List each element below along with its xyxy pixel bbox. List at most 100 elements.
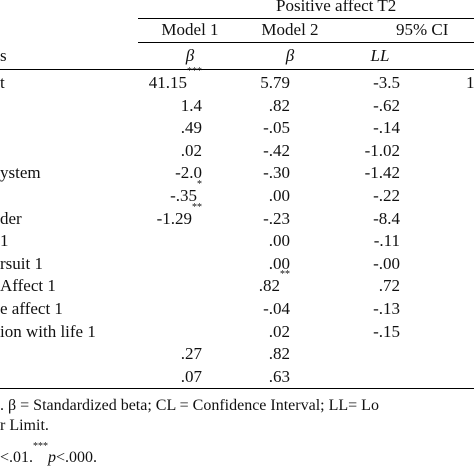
cell-model-1-beta-value: .27 <box>180 344 202 363</box>
row-label-value: ystem <box>0 163 41 182</box>
cell-ll: -.62 <box>340 96 400 116</box>
cell-model-1-beta-value: .02 <box>180 141 202 160</box>
subheader-label-fragment: s <box>0 46 7 65</box>
cell-model-1-beta: .02 <box>140 141 202 161</box>
cell-model-2-beta-value: .00 <box>268 231 290 250</box>
note-significance-marker: *** <box>33 440 49 452</box>
table-note-line-3: <.01.***p<.000. <box>0 441 98 468</box>
cell-ul: 1 <box>466 73 474 93</box>
cell-model-2-beta-value: .00 <box>268 254 290 273</box>
cell-model-1-beta-value: 1.4 <box>180 96 202 115</box>
cell-model-2-beta: .63 <box>240 367 290 387</box>
cell-model-1-beta: 1.4 <box>140 96 202 116</box>
row-label: t <box>0 73 5 93</box>
cell-ll-value: -.62 <box>373 96 400 115</box>
cell-ll: -.00 <box>340 254 400 274</box>
row-label-value: e affect 1 <box>0 299 63 318</box>
subheader-beta-model-1: β <box>185 46 195 65</box>
cell-model-1-beta: .49 <box>140 118 202 138</box>
subheader-rule <box>0 69 474 70</box>
row-label: der <box>0 209 22 229</box>
cell-ll: -1.02 <box>340 141 400 161</box>
cell-ll-value: -.14 <box>373 118 400 137</box>
cell-model-2-beta: .82** <box>240 270 290 296</box>
cell-model-2-beta-value: .00 <box>268 186 290 205</box>
cell-model-1-beta-value: .07 <box>180 367 202 386</box>
cell-ll: -3.5 <box>340 73 400 93</box>
cell-model-1-beta: .07 <box>140 367 202 387</box>
cell-model-2-beta: -.05 <box>240 118 290 138</box>
cell-model-1-beta-value: -1.29 <box>156 209 192 228</box>
cell-model-2-beta-value: -.30 <box>263 163 290 182</box>
cell-ll-value: -.11 <box>373 231 400 250</box>
cell-ll-value: -1.42 <box>364 163 400 182</box>
cell-model-1-beta: 41.15*** <box>140 67 202 93</box>
cell-model-1-beta-value: -.35 <box>170 186 197 205</box>
note-p-symbol: p <box>48 449 57 466</box>
row-label-value: t <box>0 73 5 92</box>
row-label-value: rsuit 1 <box>0 254 43 273</box>
cell-model-2-beta: .82 <box>240 96 290 116</box>
cell-model-2-beta: -.04 <box>240 299 290 319</box>
header-group-label: Positive affect T2 <box>276 0 397 15</box>
subheader-beta-model-2: β <box>285 46 295 65</box>
column-header-model-1: Model 1 <box>161 20 219 39</box>
row-label-value: 1 <box>0 231 9 250</box>
cell-model-2-beta-value: .82 <box>268 96 290 115</box>
cell-ll: -.11 <box>340 231 400 251</box>
cell-model-2-beta-value: .02 <box>268 322 290 341</box>
column-header-95-ci: 95% CI <box>396 20 449 39</box>
table-note-line-2: r Limit. <box>0 417 49 434</box>
row-label: ion with life 1 <box>0 322 96 342</box>
cell-model-2-beta: -.23 <box>240 209 290 229</box>
table-bottom-rule <box>0 388 474 389</box>
cell-ll-value: -8.4 <box>373 209 400 228</box>
row-label: e affect 1 <box>0 299 63 319</box>
cell-model-2-beta: .00 <box>240 254 290 274</box>
cell-model-1-beta: -1.29** <box>140 203 202 229</box>
row-label-value: ion with life 1 <box>0 322 96 341</box>
row-label: Affect 1 <box>0 276 56 296</box>
cell-model-2-beta-value: -.05 <box>263 118 290 137</box>
column-header-model-2: Model 2 <box>261 20 319 39</box>
cell-model-2-beta-value: 5.79 <box>260 73 290 92</box>
cell-model-2-beta-value: -.23 <box>263 209 290 228</box>
note-p-threshold-2: <.000. <box>56 449 98 466</box>
cell-ll-value: -.15 <box>373 322 400 341</box>
cell-model-2-beta: .00 <box>240 186 290 206</box>
row-label-value: der <box>0 209 22 228</box>
cell-ll: -.15 <box>340 322 400 342</box>
cell-model-2-beta-value: -.04 <box>263 299 290 318</box>
subheader-ll: LL <box>370 46 390 65</box>
cell-model-2-beta-value: .82 <box>258 276 280 295</box>
cell-model-1-beta-value: -2.0 <box>175 163 202 182</box>
cell-ul-value: 1 <box>466 73 474 92</box>
cell-model-2-beta: 5.79 <box>240 73 290 93</box>
cell-ll: -.14 <box>340 118 400 138</box>
cell-ll-value: -3.5 <box>373 73 400 92</box>
row-label: 1 <box>0 231 9 251</box>
cell-model-2-beta: .00 <box>240 231 290 251</box>
significance-marker: *** <box>187 66 202 78</box>
cell-ll: .72 <box>340 276 400 296</box>
cell-ll-value: -1.02 <box>364 141 400 160</box>
cell-model-2-beta: -.30 <box>240 163 290 183</box>
header-group-rule <box>138 18 474 19</box>
significance-marker: ** <box>192 202 202 214</box>
table-note-line-1: . β = Standardized beta; CL = Confidence… <box>0 397 379 414</box>
cell-ll-value: -.13 <box>373 299 400 318</box>
row-label: ystem <box>0 163 41 183</box>
row-label-value: Affect 1 <box>0 276 56 295</box>
note-p-threshold-1: <.01. <box>0 449 34 466</box>
cell-model-2-beta: .82 <box>240 344 290 364</box>
cell-model-1-beta: -2.0 <box>140 163 202 183</box>
cell-ll-value: -.00 <box>373 254 400 273</box>
cell-model-2-beta: -.42 <box>240 141 290 161</box>
cell-model-1-beta: .27 <box>140 344 202 364</box>
cell-model-2-beta: .02 <box>240 322 290 342</box>
cell-model-1-beta: -.35* <box>140 180 202 206</box>
cell-ll: -8.4 <box>340 209 400 229</box>
cell-model-2-beta-value: .82 <box>268 344 290 363</box>
cell-model-1-beta-value: .49 <box>180 118 202 137</box>
